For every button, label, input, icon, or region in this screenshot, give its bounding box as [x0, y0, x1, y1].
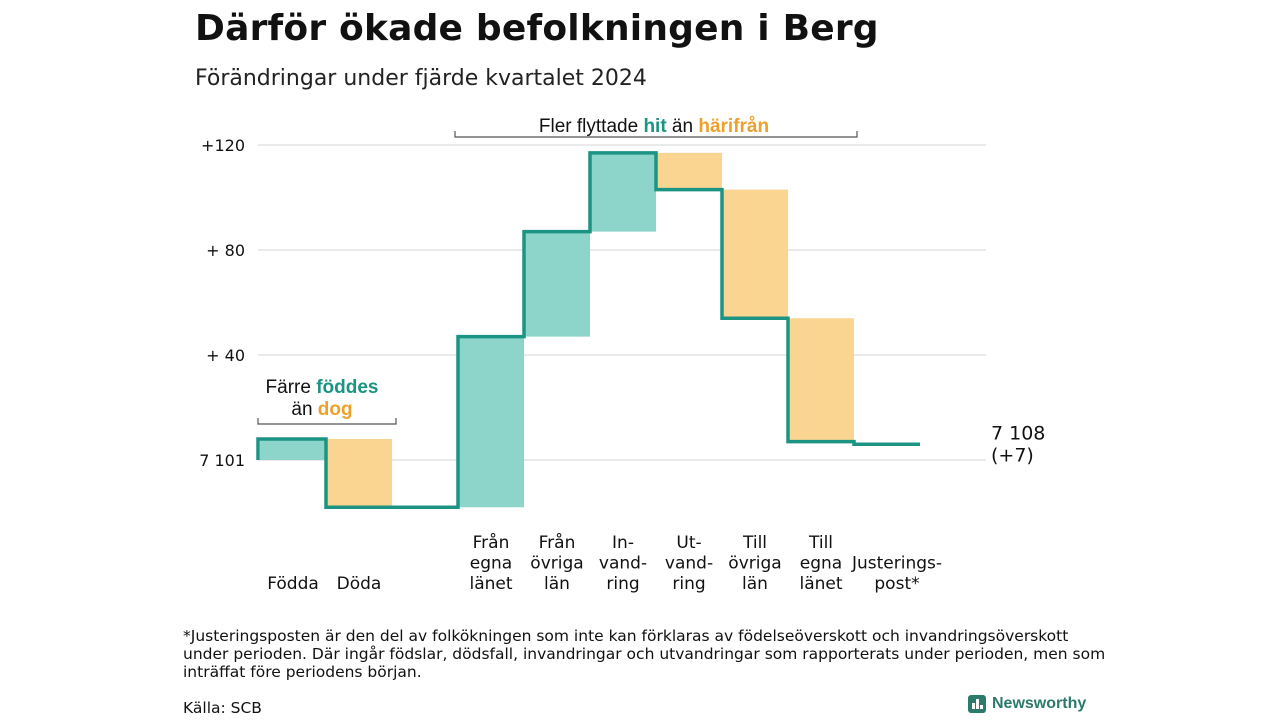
annotation-migration-part: Fler flyttade — [539, 116, 644, 137]
y-tick-label: + 40 — [206, 346, 245, 365]
annotation-bracket-births-deaths — [257, 418, 397, 425]
source-label: Källa: SCB — [183, 699, 262, 717]
end-value-label: 7 108 — [991, 423, 1045, 445]
annotation-births-deaths-part: Färre — [266, 377, 317, 398]
annotation-migration-part: härifrån — [698, 116, 769, 137]
annotation-bracket-migration — [454, 131, 858, 138]
annotation-births-deaths: Färre föddes — [266, 377, 379, 398]
bar-increase — [590, 152, 656, 232]
footnote: *Justeringsposten är den del av folkökni… — [183, 627, 1106, 681]
category-label: övriga — [530, 554, 583, 574]
category-label: Justerings- — [851, 554, 942, 574]
category-label: Till — [808, 533, 833, 553]
category-label: länet — [469, 574, 512, 594]
category-label: länet — [799, 574, 842, 594]
bar-decrease — [788, 318, 854, 442]
newsworthy-logo-icon — [968, 695, 986, 713]
category-label: övriga — [728, 554, 781, 574]
bar-increase — [260, 439, 326, 460]
y-tick-label: +120 — [201, 136, 245, 155]
category-label: vand- — [665, 554, 713, 574]
category-label: Från — [473, 532, 510, 553]
annotation-migration-part: än — [667, 116, 699, 137]
category-label: Från — [539, 532, 576, 553]
category-label: In- — [612, 533, 634, 553]
y-tick-label: 7 101 — [199, 451, 245, 470]
category-label: vand- — [599, 554, 647, 574]
category-label: Födda — [267, 574, 319, 594]
annotation-births-deaths: än dog — [291, 399, 352, 420]
annotation-births-deaths-part: än — [291, 399, 317, 420]
bar-increase — [458, 336, 524, 508]
category-label: Till — [742, 533, 767, 553]
annotation-births-deaths-part: föddes — [316, 377, 378, 398]
annotation-births-deaths-part: dog — [318, 399, 353, 420]
end-change-label: (+7) — [991, 445, 1034, 467]
bar-decrease — [656, 152, 722, 190]
category-label: län — [742, 574, 768, 594]
bar-decrease — [326, 439, 392, 508]
category-label: Ut- — [676, 533, 701, 553]
newsworthy-logo: Newsworthy — [968, 695, 1086, 713]
category-label: ring — [606, 574, 639, 594]
category-label: ring — [672, 574, 705, 594]
annotation-migration-part: hit — [643, 116, 667, 137]
bar-increase — [524, 231, 590, 337]
annotation-migration: Fler flyttade hit än härifrån — [539, 116, 769, 137]
category-label: län — [544, 574, 570, 594]
category-label: egna — [800, 554, 842, 574]
bar-decrease — [722, 189, 788, 319]
newsworthy-logo-text: Newsworthy — [992, 695, 1087, 712]
cumulative-step-line — [256, 151, 920, 509]
category-label: Döda — [337, 574, 382, 594]
chart-title: Därför ökade befolkningen i Berg — [195, 8, 879, 49]
category-label: egna — [470, 554, 512, 574]
chart-subtitle: Förändringar under fjärde kvartalet 2024 — [195, 66, 647, 91]
y-tick-label: + 80 — [206, 241, 245, 260]
category-label: post* — [874, 574, 919, 594]
